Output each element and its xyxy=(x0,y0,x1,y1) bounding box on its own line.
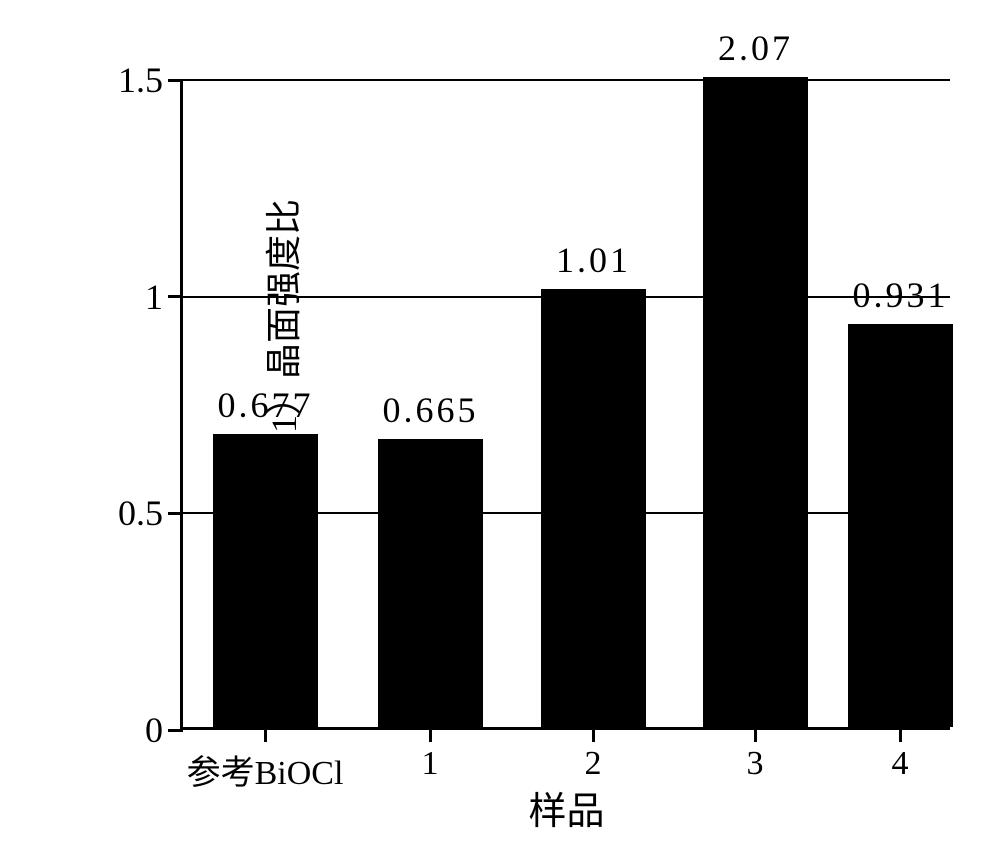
y-tick-label: 0.5 xyxy=(118,492,163,534)
y-tick-label: 0 xyxy=(145,709,163,751)
bar-value-label: 0.665 xyxy=(383,389,479,431)
x-tick xyxy=(592,727,595,742)
bar-value-label: 0.931 xyxy=(853,274,949,316)
x-tick xyxy=(429,727,432,742)
gridline xyxy=(183,79,950,81)
bar: 0.665 xyxy=(378,439,483,727)
bar: 1.01 xyxy=(541,289,646,727)
x-tick-label: 1 xyxy=(422,745,439,783)
y-tick-label: 1.5 xyxy=(118,59,163,101)
y-tick xyxy=(168,729,183,732)
x-tick xyxy=(899,727,902,742)
x-axis-title: 样品 xyxy=(528,780,604,835)
x-tick-label: 2 xyxy=(585,745,602,783)
x-tick xyxy=(754,727,757,742)
bar: 2.07 xyxy=(703,77,808,727)
bar-value-label: 1.01 xyxy=(556,239,631,281)
bar: 0.677 xyxy=(213,434,318,727)
x-tick-label: 3 xyxy=(747,745,764,783)
x-tick-label: 4 xyxy=(892,745,909,783)
y-tick xyxy=(168,512,183,515)
y-tick-label: 1 xyxy=(145,276,163,318)
x-tick-label: 参考BiOCl xyxy=(187,745,344,794)
y-tick xyxy=(168,295,183,298)
chart-container: （001）/（101）晶面强度比 样品 00.511.50.677参考BiOCl… xyxy=(120,20,970,820)
x-tick xyxy=(264,727,267,742)
bar-value-label: 0.677 xyxy=(218,384,314,426)
plot-area: 样品 00.511.50.677参考BiOCl0.66511.0122.0730… xyxy=(180,80,950,730)
y-tick xyxy=(168,79,183,82)
bar-value-label: 2.07 xyxy=(718,27,793,69)
bar: 0.931 xyxy=(848,324,953,727)
